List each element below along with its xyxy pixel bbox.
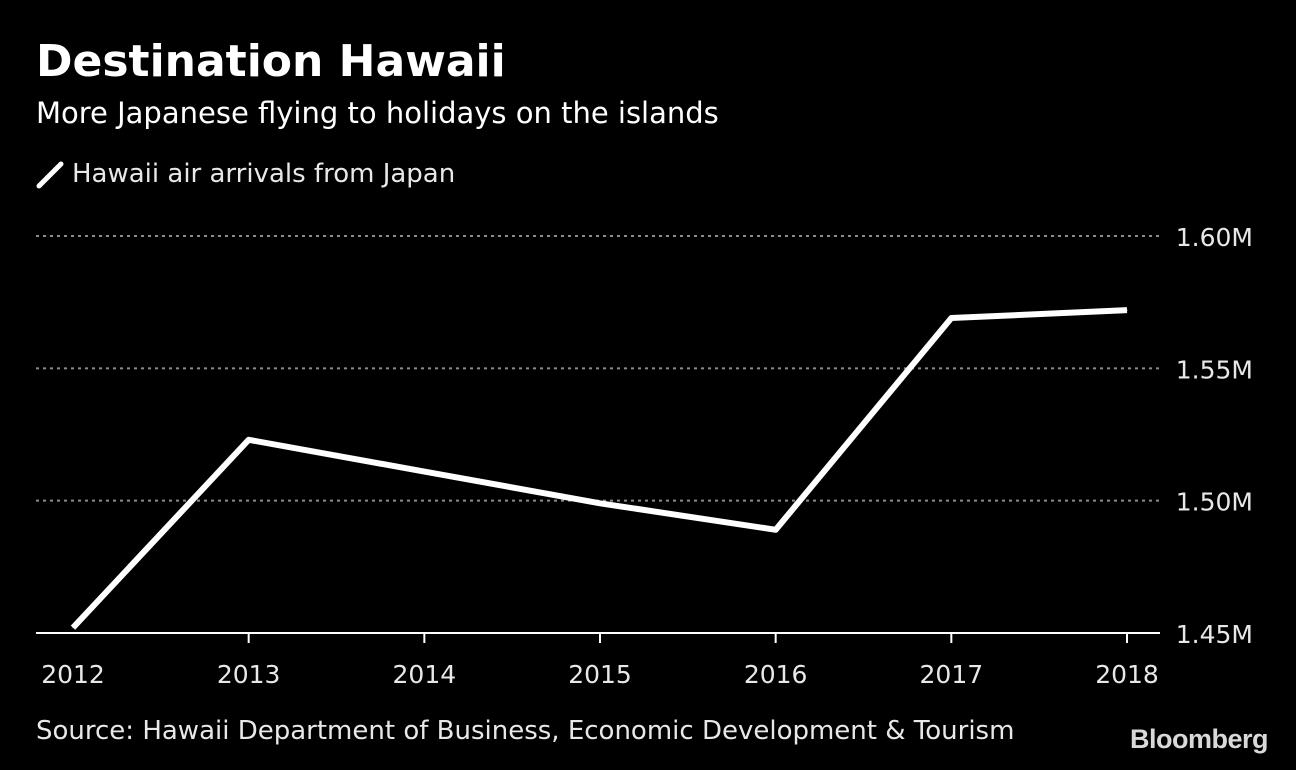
y-tick-label: 1.50M [1176, 488, 1253, 517]
data-point [72, 627, 74, 629]
data-point [423, 471, 425, 473]
legend-label: Hawaii air arrivals from Japan [72, 159, 456, 189]
series-line [70, 307, 1128, 630]
y-axis: 1.45M 1.50M 1.55M 1.60M [1176, 223, 1253, 649]
chart-title: Destination Hawaii [36, 36, 506, 87]
x-tick-labels: 2012 2013 2014 2015 2016 2017 2018 [41, 660, 1159, 689]
x-tick-label: 2017 [920, 660, 984, 689]
x-tick-label: 2014 [393, 660, 457, 689]
data-point [950, 317, 952, 319]
x-tick-label: 2016 [744, 660, 808, 689]
x-tick-label: 2018 [1095, 660, 1159, 689]
x-axis [36, 632, 1160, 643]
data-point [248, 439, 250, 441]
gridlines [36, 235, 1160, 502]
source-note: Source: Hawaii Department of Business, E… [36, 716, 1015, 746]
x-tick-label: 2012 [41, 660, 105, 689]
series [70, 307, 1128, 630]
data-point [1126, 309, 1128, 311]
x-tick-label: 2015 [568, 660, 632, 689]
y-tick-label: 1.60M [1176, 223, 1253, 252]
y-tick-label: 1.45M [1176, 620, 1253, 649]
legend: Hawaii air arrivals from Japan [36, 157, 455, 191]
y-tick-label: 1.55M [1176, 355, 1253, 384]
x-tick-label: 2013 [217, 660, 281, 689]
chart-subtitle: More Japanese flying to holidays on the … [36, 96, 719, 130]
data-point [599, 502, 601, 504]
data-point [775, 529, 777, 531]
bloomberg-logo: Bloomberg [1129, 724, 1269, 754]
line-swatch-icon [36, 161, 64, 189]
